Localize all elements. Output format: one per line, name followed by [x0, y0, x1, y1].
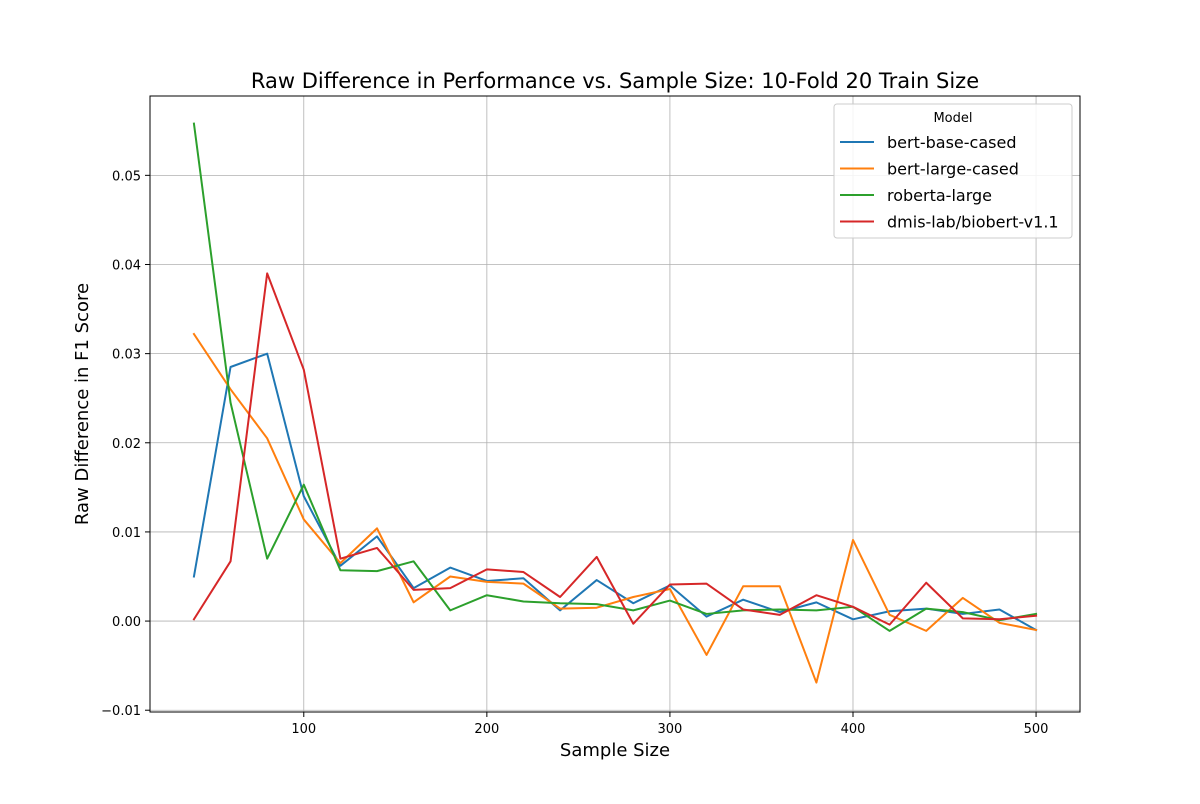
grid — [150, 96, 1080, 712]
x-tick-label: 100 — [291, 722, 316, 737]
y-tick-label: 0.04 — [112, 258, 141, 273]
legend-box — [833, 103, 1073, 239]
x-axis-label: Sample Size — [560, 740, 670, 761]
legend-label: dmis-lab/biobert-v1.1 — [887, 213, 1059, 232]
plot-frame — [149, 95, 1081, 713]
legend-label: roberta-large — [887, 186, 992, 205]
x-tick-label: 400 — [841, 722, 866, 737]
y-tick-label: 0.03 — [112, 348, 141, 363]
legend-title: Model — [933, 111, 972, 126]
x-tick-label: 500 — [1024, 722, 1049, 737]
y-tick-label: 0.01 — [112, 526, 141, 541]
series-lines — [192, 122, 1038, 684]
legend: Model bert-base-cased bert-large-cased rob… — [833, 103, 1073, 239]
legend-label: bert-base-cased — [887, 133, 1016, 152]
series-line-2 — [192, 122, 1038, 632]
legend-entries: bert-base-cased bert-large-cased roberta-l… — [840, 133, 1059, 232]
chart-title: Raw Difference in Performance vs. Sample… — [251, 69, 979, 93]
axis-ticks: 100 200 300 400 500 −0.01 0.00 0.01 0.02 0.03 0.04… — [101, 169, 1048, 737]
series-line-3 — [192, 272, 1038, 626]
y-axis-label: Raw Difference in F1 Score — [72, 283, 93, 525]
x-tick-label: 300 — [658, 722, 683, 737]
legend-label: bert-large-cased — [887, 160, 1019, 179]
y-tick-label: 0.05 — [112, 169, 141, 184]
y-tick-label: 0.00 — [112, 615, 141, 630]
x-tick-label: 200 — [474, 722, 499, 737]
y-tick-label: 0.02 — [112, 437, 141, 452]
y-tick-label: −0.01 — [101, 704, 141, 719]
